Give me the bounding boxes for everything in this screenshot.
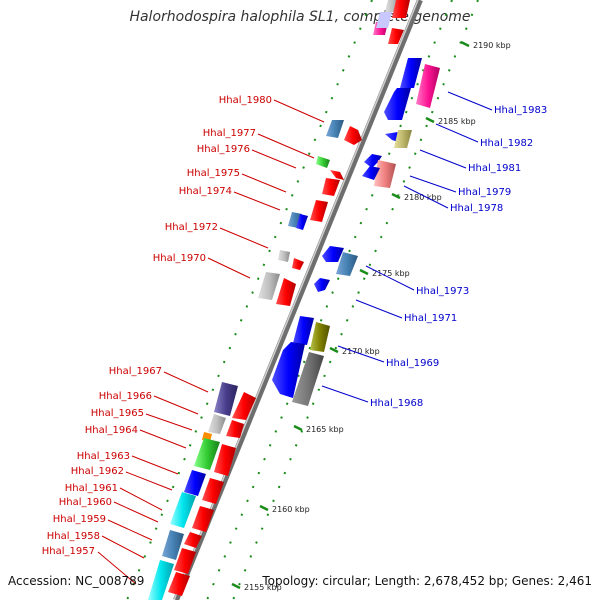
gene-hhal-1974-blue	[296, 214, 308, 230]
reverse-strand-genes	[272, 0, 440, 406]
gene-hhal-1979	[374, 160, 396, 188]
kbp-tick-label: 2165 kbp	[306, 425, 344, 434]
gene-label-hhal-1975: Hhal_1975	[187, 168, 240, 179]
accession-text: Accession: NC_008789	[8, 574, 145, 588]
gene-hhal-1975	[322, 178, 340, 196]
kbp-tick-label: 2155 kbp	[244, 583, 282, 592]
gene-label-hhal-1958: Hhal_1958	[47, 531, 100, 542]
gene-hhal-1958-steel	[162, 530, 184, 560]
gene-label-hhal-1968: Hhal_1968	[370, 398, 423, 409]
kbp-tick-mark	[391, 192, 401, 200]
kbp-tick-mark	[293, 424, 303, 432]
gene-hhal-1968-grey	[292, 352, 324, 406]
gene-label-hhal-1972: Hhal_1972	[165, 222, 218, 233]
gene-label-hhal-1963: Hhal_1963	[77, 451, 130, 462]
gene-hhal-1967-slate	[214, 382, 238, 416]
kbp-tick-mark	[231, 582, 241, 590]
gene-label-hhal-1980: Hhal_1980	[219, 95, 272, 106]
gene-hhal-1977	[316, 156, 330, 168]
gene-label-hhal-1971: Hhal_1971	[404, 313, 457, 324]
gene-hhal-1960	[170, 492, 196, 528]
gene-label-hhal-1982: Hhal_1982	[480, 138, 533, 149]
kbp-tick-mark	[259, 504, 269, 512]
gene-label-hhal-1961: Hhal_1961	[65, 483, 118, 494]
gene-label-hhal-1960: Hhal_1960	[59, 497, 112, 508]
gene-hhal-top-lavender	[376, 12, 392, 28]
gene-label-hhal-1973: Hhal_1973	[416, 286, 469, 297]
forward-strand-genes	[148, 0, 410, 600]
kbp-tick-mark	[329, 346, 339, 354]
gene-hhal-1978	[362, 166, 380, 180]
gene-hhal-1966	[208, 414, 226, 434]
gene-hhal-1980	[344, 126, 362, 145]
gene-hhal-1967	[232, 392, 256, 420]
gene-label-hhal-1964: Hhal_1964	[85, 425, 138, 436]
gene-hhal-1972	[292, 258, 304, 270]
gene-hhal-1980-steel	[326, 120, 344, 138]
kbp-tick-label: 2190 kbp	[473, 41, 511, 50]
kbp-ticks: 2190 kbp 2185 kbp 2180 kbp 2175 kbp 2170 kbp…	[231, 40, 511, 592]
guide-line-outer-right	[232, 0, 479, 600]
gene-label-hhal-1966: Hhal_1966	[99, 391, 152, 402]
gene-hhal-1957	[174, 548, 196, 574]
gene-hhal-1964	[194, 438, 220, 470]
gene-hhal-1973b	[336, 252, 358, 276]
gene-hhal-1982-khaki	[394, 130, 412, 148]
gene-hhal-1976	[330, 170, 344, 180]
forward-gene-labels: Hhal_1980 Hhal_1977 Hhal_1976 Hhal_1975 …	[42, 95, 325, 585]
gene-hhal-top-red	[392, 0, 410, 18]
gene-hhal-1973	[322, 246, 344, 262]
gene-hhal-1957-cyan	[148, 560, 174, 600]
gene-label-hhal-1976: Hhal_1976	[197, 144, 250, 155]
kbp-tick-label: 2180 kbp	[404, 193, 442, 202]
gene-hhal-1983	[400, 58, 422, 88]
kbp-tick-label: 2170 kbp	[342, 347, 380, 356]
gene-hhal-top-red2	[388, 28, 404, 44]
gene-label-hhal-1962: Hhal_1962	[71, 466, 124, 477]
gene-label-hhal-1974: Hhal_1974	[179, 186, 232, 197]
kbp-tick-mark	[359, 268, 369, 276]
gene-hhal-1956	[168, 572, 190, 596]
gene-label-hhal-1983: Hhal_1983	[494, 105, 547, 116]
guide-line-inner-right	[206, 0, 453, 600]
gene-label-hhal-1965: Hhal_1965	[91, 408, 144, 419]
gene-label-hhal-1969: Hhal_1969	[386, 358, 439, 369]
gene-hhal-1972-grey	[278, 250, 290, 262]
gene-hhal-1970	[276, 278, 296, 306]
kbp-tick-mark	[460, 40, 470, 48]
gene-hhal-1974	[310, 200, 328, 222]
gene-hhal-1971	[314, 278, 330, 292]
gene-hhal-1969	[293, 316, 314, 345]
gene-label-hhal-1967: Hhal_1967	[109, 366, 162, 377]
gene-hhal-1983b	[384, 88, 411, 120]
gene-hhal-1959	[192, 506, 214, 532]
gene-hhal-1983-pink	[416, 64, 440, 108]
gene-label-hhal-1981: Hhal_1981	[468, 163, 521, 174]
gene-label-hhal-1979: Hhal_1979	[458, 187, 511, 198]
kbp-tick-mark	[425, 116, 435, 124]
gene-hhal-1963	[214, 444, 236, 476]
gene-label-hhal-1977: Hhal_1977	[203, 128, 256, 139]
gene-label-hhal-1970: Hhal_1970	[153, 253, 206, 264]
kbp-tick-label: 2185 kbp	[438, 117, 476, 126]
gene-hhal-1965	[226, 420, 244, 438]
kbp-tick-label: 2160 kbp	[272, 505, 310, 514]
gene-label-hhal-1957: Hhal_1957	[42, 546, 95, 557]
gene-hhal-1958	[184, 532, 202, 548]
guide-line-left	[126, 0, 373, 600]
gene-hhal-1981	[364, 154, 382, 168]
gene-hhal-1970-grey	[258, 272, 280, 300]
gene-hhal-1968	[272, 342, 305, 398]
gene-hhal-1969-olive	[310, 322, 330, 352]
genome-summary-text: Topology: circular; Length: 2,678,452 bp…	[262, 574, 592, 588]
gene-hhal-1962	[184, 470, 206, 496]
gene-label-hhal-1959: Hhal_1959	[53, 514, 106, 525]
gene-label-hhal-1978: Hhal_1978	[450, 203, 503, 214]
kbp-tick-label: 2175 kbp	[372, 269, 410, 278]
gene-hhal-1961	[202, 478, 224, 504]
reverse-gene-labels: Hhal_1983 Hhal_1982 Hhal_1981 Hhal_1979 …	[321, 91, 547, 409]
